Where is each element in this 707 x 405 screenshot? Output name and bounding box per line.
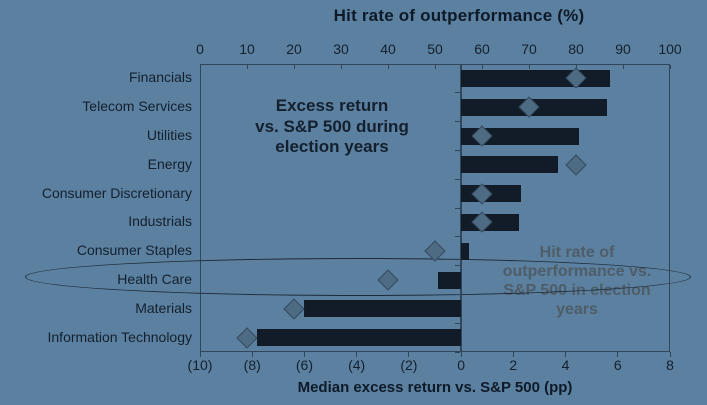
bottom-axis-tick	[303, 352, 305, 357]
category-label: Materials	[135, 299, 192, 316]
excess-return-bar	[461, 242, 469, 260]
top-axis-tick-label: 10	[239, 41, 255, 57]
category-axis-tick	[455, 92, 461, 94]
bottom-axis-tick	[199, 352, 201, 357]
bottom-axis-title: Median excess return vs. S&P 500 (pp)	[297, 379, 573, 396]
bottom-axis-tick	[356, 352, 358, 357]
bottom-axis-tick-label: (10)	[187, 357, 213, 373]
top-axis-tick	[340, 65, 342, 69]
top-axis-tick-label: 90	[615, 41, 631, 57]
category-axis-tick	[455, 293, 461, 295]
category-label: Consumer Staples	[76, 242, 192, 259]
top-axis-tick	[434, 65, 436, 69]
plot-area	[200, 64, 670, 352]
bottom-axis-tick-label: (6)	[295, 357, 313, 373]
bottom-axis-tick	[669, 352, 671, 357]
top-axis-tick	[528, 65, 530, 69]
bottom-axis-tick-label: (2)	[400, 357, 418, 373]
top-axis-tick	[199, 65, 201, 69]
bottom-axis-tick-label: 4	[561, 357, 570, 373]
top-axis-title: Hit rate of outperformance (%)	[333, 6, 585, 25]
excess-return-bar	[257, 329, 462, 347]
top-axis-tick-label: 0	[196, 41, 204, 57]
excess-return-bar	[461, 156, 558, 174]
top-axis-tick-label: 60	[474, 41, 490, 57]
category-axis-line	[460, 64, 463, 352]
top-axis-tick-label: 100	[658, 41, 682, 57]
category-label: Telecom Services	[82, 98, 192, 115]
category-label: Utilities	[146, 127, 192, 143]
bottom-axis-tick	[251, 352, 253, 357]
bottom-axis-tick	[408, 352, 410, 357]
bottom-axis-tick	[565, 352, 567, 357]
category-axis-tick	[455, 236, 461, 238]
bottom-axis-tick-label: 8	[666, 357, 674, 373]
category-label: Consumer Discretionary	[41, 184, 192, 201]
top-axis-tick	[246, 65, 248, 69]
excess-return-bar	[304, 300, 462, 318]
top-axis-tick	[669, 65, 671, 69]
category-label: Information Technology	[47, 328, 193, 345]
bottom-axis-tick-label: 0	[457, 357, 466, 373]
bars-annotation: Excess return vs. S&P 500 during electio…	[255, 96, 409, 156]
top-axis-tick-label: 80	[568, 41, 584, 57]
top-axis-tick	[293, 65, 295, 69]
category-axis-tick	[455, 322, 461, 324]
bottom-axis-tick	[617, 352, 619, 357]
excess-return-bar	[461, 69, 610, 87]
bottom-axis-tick-label: (8)	[243, 357, 261, 373]
category-axis-tick	[455, 63, 461, 65]
bottom-axis-tick-label: 2	[509, 357, 518, 373]
top-axis-tick-label: 20	[286, 41, 302, 57]
category-label: Energy	[147, 155, 192, 172]
excess-return-bar	[461, 127, 579, 145]
excess-return-bar	[437, 271, 462, 289]
bottom-axis-tick-label: 6	[613, 357, 622, 373]
category-axis-tick	[455, 207, 461, 209]
category-axis-tick	[455, 149, 461, 151]
bottom-axis-tick	[460, 352, 462, 357]
bottom-axis-tick-label: (4)	[348, 357, 366, 373]
category-axis-tick	[455, 121, 461, 123]
category-label: Health Care	[117, 271, 192, 287]
category-label: Financials	[128, 69, 192, 86]
category-axis-tick	[455, 351, 461, 353]
top-axis-tick-label: 50	[427, 41, 443, 57]
top-axis-tick-label: 40	[380, 41, 396, 57]
category-axis-tick	[455, 265, 461, 267]
top-axis-tick	[575, 65, 577, 69]
category-axis-tick	[455, 178, 461, 180]
top-axis-tick	[481, 65, 483, 69]
top-axis-tick-label: 30	[333, 41, 349, 57]
top-axis-tick	[622, 65, 624, 69]
health-care-circle-annotation	[25, 258, 691, 296]
top-axis-tick	[387, 65, 389, 69]
bottom-axis-tick	[512, 352, 514, 357]
category-label: Industrials	[128, 213, 192, 230]
top-axis-tick-label: 70	[521, 41, 537, 57]
